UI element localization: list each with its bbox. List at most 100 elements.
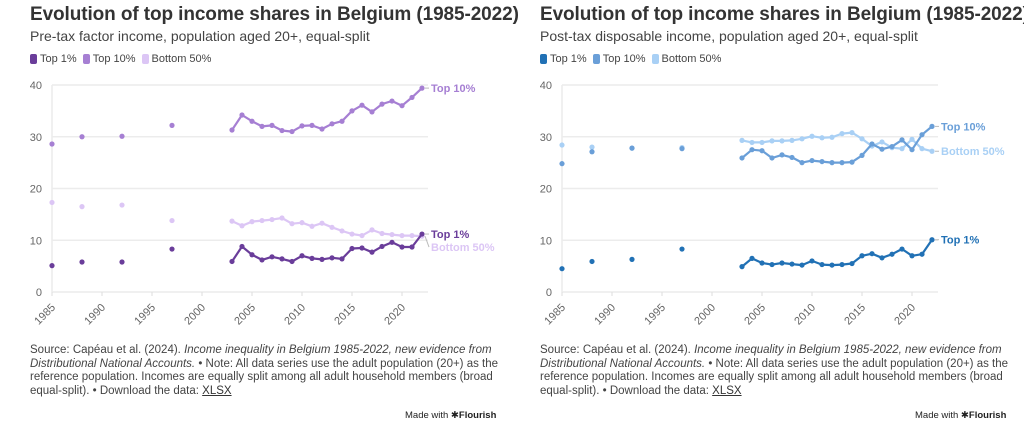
data-point [799, 136, 805, 142]
data-point [819, 135, 825, 141]
data-point [739, 264, 745, 270]
data-point [249, 118, 255, 124]
data-point [779, 152, 785, 158]
data-point [239, 243, 245, 250]
data-point [279, 256, 285, 262]
chart-subtitle: Pre-tax factor income, population aged 2… [30, 28, 370, 44]
note-text: • Note: All data series use the adult po… [540, 357, 1009, 397]
data-point [909, 253, 915, 259]
legend-item-top1[interactable]: Top 1% [30, 53, 77, 65]
data-point [379, 230, 385, 237]
end-label: Top 10% [431, 83, 476, 95]
x-tick-label: 2000 [692, 302, 718, 328]
legend-item-top10[interactable]: Top 10% [592, 53, 646, 65]
chart-panel-pretax: Evolution of top income shares in Belgiu… [30, 0, 520, 444]
data-point [399, 103, 405, 109]
data-point [379, 243, 385, 250]
data-point [339, 228, 345, 234]
data-point [629, 256, 635, 262]
download-xlsx-link[interactable]: XLSX [202, 384, 232, 397]
download-xlsx-link[interactable]: XLSX [712, 384, 742, 397]
data-point [929, 123, 935, 129]
data-point [229, 218, 235, 224]
data-point [749, 255, 755, 261]
data-point [119, 259, 125, 265]
data-point [929, 148, 935, 154]
legend-label: Bottom 50% [151, 53, 212, 65]
x-tick-label: 1985 [542, 302, 568, 328]
legend-swatch [540, 54, 547, 64]
legend-item-bottom50[interactable]: Bottom 50% [651, 53, 721, 65]
data-point [349, 245, 355, 252]
line-chart-posttax: 0 10 20 30 40 1985 1990 1995 2000 2005 2010 2015 202… [540, 80, 1005, 328]
x-tick-label: 1990 [592, 302, 618, 328]
series-top-10- [49, 85, 425, 147]
source-prefix: Source: Capéau et al. (2024). [30, 344, 185, 356]
data-point [889, 143, 895, 150]
data-point [419, 231, 425, 237]
x-tick-label: 2015 [842, 302, 868, 328]
data-point [819, 158, 825, 165]
source-note: Source: Capéau et al. (2024). Income ine… [30, 344, 500, 398]
data-point [269, 254, 275, 260]
legend-label: Top 10% [92, 53, 136, 65]
data-point [809, 258, 815, 264]
source-title: Income inequality in Belgium 1985-2022, … [540, 344, 1002, 370]
data-point [259, 123, 265, 129]
y-tick-label: 20 [30, 184, 42, 196]
x-tick-label: 1990 [82, 302, 108, 328]
data-point [829, 160, 835, 166]
data-point [279, 127, 285, 134]
legend-swatch [651, 54, 659, 64]
data-point [929, 237, 935, 243]
data-point [309, 255, 315, 261]
data-point [749, 139, 755, 146]
legend-swatch [82, 54, 90, 64]
data-point [819, 261, 825, 268]
data-point [359, 232, 365, 239]
data-point [809, 133, 815, 139]
data-point [259, 217, 265, 224]
data-point [679, 146, 685, 152]
end-label: Top 1% [431, 229, 470, 241]
legend: Top 1% Top 10% Bottom 50% [30, 53, 211, 65]
legend-item-top1[interactable]: Top 1% [540, 53, 587, 65]
data-point [859, 253, 865, 259]
legend: Top 1% Top 10% Bottom 50% [540, 53, 721, 65]
y-tick-label: 30 [30, 132, 42, 144]
legend-item-bottom50[interactable]: Bottom 50% [141, 53, 212, 65]
data-point [49, 263, 55, 269]
data-point [799, 262, 805, 268]
data-point [849, 130, 855, 136]
data-point [49, 199, 55, 206]
data-point [369, 109, 375, 115]
data-point [759, 139, 765, 146]
data-point [909, 147, 915, 153]
data-point [889, 251, 895, 257]
data-point [869, 251, 875, 257]
made-with-flourish[interactable]: Made with ✱Flourish [915, 410, 1006, 421]
data-point [919, 132, 925, 138]
data-point [49, 141, 55, 147]
legend-item-top10[interactable]: Top 10% [82, 53, 136, 65]
data-point [319, 220, 325, 226]
legend-label: Top 1% [40, 53, 77, 65]
x-tick-label: 2015 [332, 302, 358, 328]
made-with-flourish[interactable]: Made with ✱Flourish [405, 410, 496, 421]
data-point [289, 258, 295, 265]
y-tick-label: 10 [30, 235, 42, 247]
data-point [919, 251, 925, 257]
data-point [879, 255, 885, 261]
data-point [309, 223, 315, 229]
data-point [789, 137, 795, 143]
data-point [919, 146, 925, 152]
data-point [289, 221, 295, 227]
data-point [299, 220, 305, 226]
data-point [849, 260, 855, 267]
data-point [589, 258, 595, 265]
x-tick-label: 2020 [892, 302, 918, 328]
data-point [169, 246, 175, 252]
data-point [759, 148, 765, 154]
data-point [229, 258, 235, 265]
legend-swatch [141, 54, 149, 64]
